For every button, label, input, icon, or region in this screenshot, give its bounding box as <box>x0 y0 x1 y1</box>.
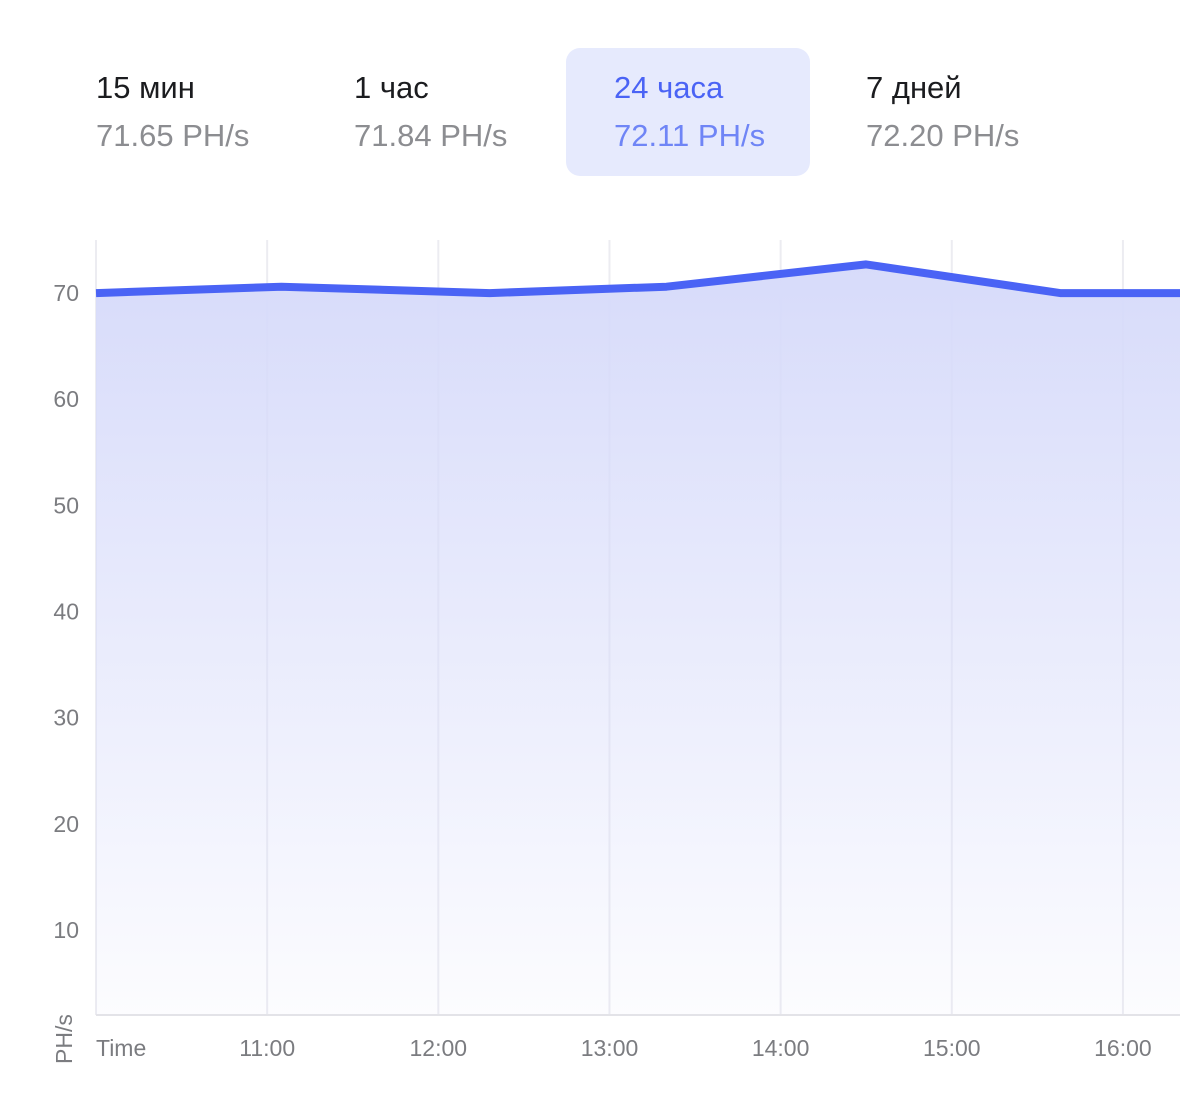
tab-24hours-label: 24 часа <box>614 70 724 105</box>
hashrate-line <box>95 260 1180 298</box>
tab-1hour[interactable]: 1 час 71.84 PH/s <box>322 48 562 176</box>
y-tick-70: 70 <box>53 280 79 306</box>
tab-24hours[interactable]: 24 часа 72.11 PH/s <box>566 48 810 176</box>
x-tick-1200: 12:00 <box>410 1035 468 1061</box>
y-tick-30: 30 <box>53 705 79 731</box>
x-tick-1100: 11:00 <box>239 1035 295 1061</box>
x-tick-1400: 14:00 <box>752 1035 810 1061</box>
period-tabs: 15 мин 71.65 PH/s 1 час 71.84 PH/s 24 ча… <box>0 0 1180 200</box>
tab-15min[interactable]: 15 мин 71.65 PH/s <box>64 48 304 176</box>
tab-7days-value: 72.20 PH/s <box>866 118 1020 153</box>
y-axis-ticks: 10 20 30 40 50 60 70 <box>53 280 79 943</box>
hashrate-area <box>96 264 1180 1015</box>
tab-15min-value: 71.65 PH/s <box>96 118 250 153</box>
tab-7days[interactable]: 7 дней 72.20 PH/s <box>834 48 1074 176</box>
tab-1hour-value: 71.84 PH/s <box>354 118 508 153</box>
y-tick-40: 40 <box>53 599 79 625</box>
y-tick-60: 60 <box>53 386 79 412</box>
y-axis-label: PH/s <box>51 1014 77 1064</box>
y-tick-50: 50 <box>53 492 79 518</box>
x-axis-ticks: 11:00 12:00 13:00 14:00 15:00 16:00 <box>239 1035 1151 1061</box>
tab-7days-label: 7 дней <box>866 70 962 105</box>
x-tick-1300: 13:00 <box>581 1035 639 1061</box>
x-tick-1500: 15:00 <box>923 1035 981 1061</box>
x-axis-label: Time <box>96 1035 146 1061</box>
y-tick-20: 20 <box>53 811 79 837</box>
tab-15min-label: 15 мин <box>96 70 195 105</box>
x-tick-1600: 16:00 <box>1094 1035 1152 1061</box>
tab-1hour-label: 1 час <box>354 70 429 105</box>
tab-24hours-value: 72.11 PH/s <box>614 118 766 153</box>
y-tick-10: 10 <box>53 917 79 943</box>
